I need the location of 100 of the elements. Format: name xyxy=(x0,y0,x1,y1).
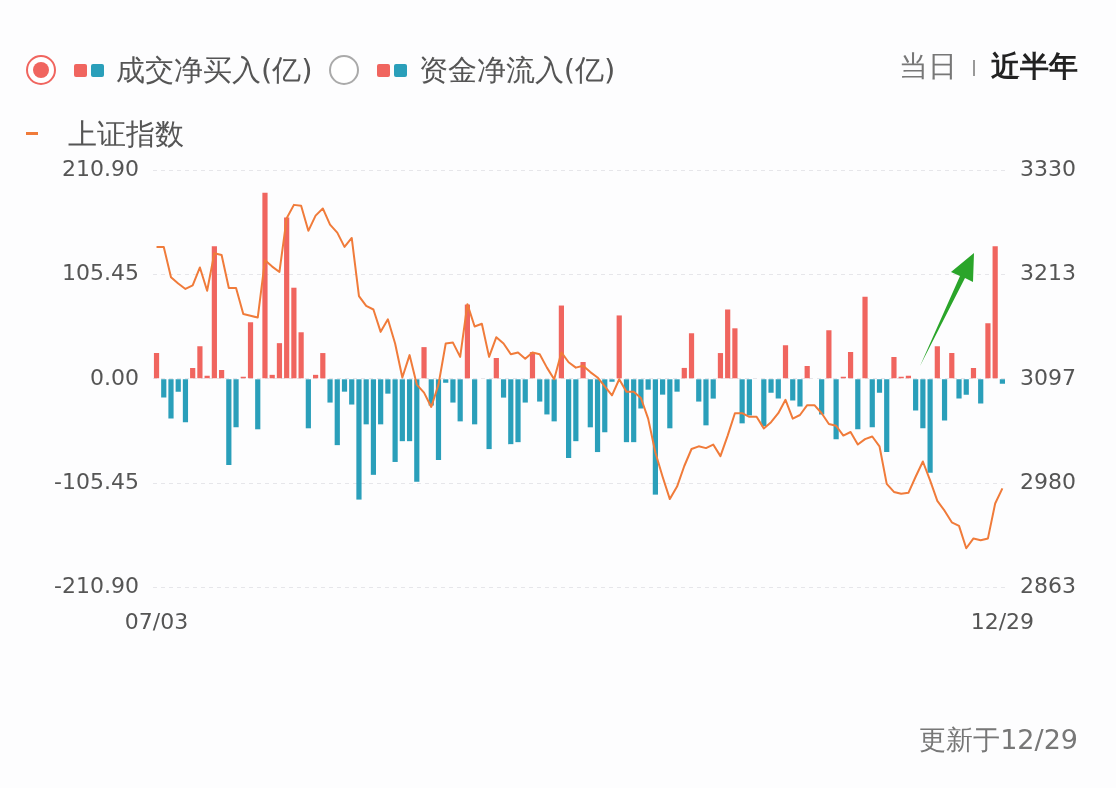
bar xyxy=(913,379,919,411)
bar xyxy=(876,379,883,393)
bar xyxy=(182,379,189,423)
bar xyxy=(414,379,420,482)
bar xyxy=(804,365,810,379)
bar xyxy=(305,379,311,429)
bar xyxy=(399,379,405,442)
bar xyxy=(298,332,304,379)
bar xyxy=(833,379,839,440)
bar xyxy=(645,379,651,390)
bar xyxy=(768,379,774,393)
bar xyxy=(710,379,716,399)
y-tick-label: -105.45 xyxy=(54,468,139,494)
bar xyxy=(219,369,225,379)
bar xyxy=(869,379,875,428)
bar xyxy=(963,379,969,395)
bar xyxy=(949,353,955,379)
bar xyxy=(197,346,203,379)
bar xyxy=(522,379,528,403)
bar xyxy=(978,379,984,404)
bar xyxy=(739,379,745,424)
bar xyxy=(363,379,369,425)
bar xyxy=(970,367,977,379)
legend-label: 上证指数 xyxy=(68,116,184,151)
bar xyxy=(782,345,789,379)
bar xyxy=(992,246,998,379)
legend-label: 成交净买入(亿) xyxy=(116,52,313,89)
bar xyxy=(920,379,926,429)
bar xyxy=(746,379,752,416)
bar xyxy=(725,309,731,379)
bar xyxy=(688,333,695,379)
y-tick-label: -210.90 xyxy=(54,573,139,599)
bar xyxy=(226,379,232,465)
bar xyxy=(406,379,413,442)
bar xyxy=(855,379,861,430)
bar xyxy=(717,353,724,379)
bar xyxy=(551,379,557,422)
bar xyxy=(609,379,615,382)
bar xyxy=(255,379,261,430)
bar xyxy=(631,379,637,443)
bar xyxy=(443,379,449,383)
bar xyxy=(327,379,333,403)
bar xyxy=(587,379,593,428)
text: 更新于12/29 xyxy=(919,723,1078,757)
bar xyxy=(450,379,456,403)
bar xyxy=(934,346,940,379)
bar xyxy=(349,379,355,405)
bar xyxy=(790,379,796,401)
text: 资金净流入(亿) xyxy=(418,52,616,89)
bar xyxy=(421,347,427,379)
bar xyxy=(233,379,239,428)
bar xyxy=(674,379,680,392)
bar xyxy=(985,323,991,379)
bar xyxy=(566,379,572,458)
bar xyxy=(435,379,442,460)
bar xyxy=(544,379,550,415)
bar xyxy=(153,353,160,379)
bar xyxy=(956,379,962,399)
bar xyxy=(826,330,832,379)
y2-tick-label: 3330 xyxy=(1020,155,1077,181)
bar xyxy=(161,379,167,398)
bar xyxy=(761,379,767,427)
bar xyxy=(537,379,543,402)
bar xyxy=(616,315,622,379)
bar xyxy=(703,379,709,426)
bar xyxy=(884,379,890,453)
bar xyxy=(334,379,340,446)
y-tick-label: 210.90 xyxy=(61,155,139,181)
bar xyxy=(320,353,326,379)
bar xyxy=(284,217,290,379)
bar xyxy=(175,379,181,392)
bar xyxy=(660,379,666,395)
x-tick-label: 07/03 xyxy=(124,608,189,634)
bar xyxy=(732,328,738,379)
bar xyxy=(276,343,283,379)
bar xyxy=(927,379,933,473)
y2-tick-label: 2980 xyxy=(1020,468,1077,494)
bar xyxy=(862,296,868,379)
bar xyxy=(999,379,1005,384)
bar xyxy=(847,352,854,379)
bar xyxy=(370,379,377,475)
bar xyxy=(472,379,478,425)
bar xyxy=(775,379,781,399)
bar xyxy=(385,379,391,394)
y2-tick-label: 3213 xyxy=(1020,260,1077,286)
bar xyxy=(652,379,658,495)
bar xyxy=(378,379,384,425)
bar xyxy=(573,379,579,442)
bar xyxy=(500,379,507,398)
bar xyxy=(819,379,825,415)
bar xyxy=(891,357,897,379)
bar xyxy=(356,379,362,500)
bar xyxy=(515,379,521,443)
text: 当日 xyxy=(899,49,957,83)
bar xyxy=(190,367,196,379)
bar xyxy=(341,379,348,392)
bar xyxy=(493,358,499,379)
bar xyxy=(486,379,492,450)
y-tick-label: 0.00 xyxy=(89,364,139,390)
bar xyxy=(457,379,463,422)
